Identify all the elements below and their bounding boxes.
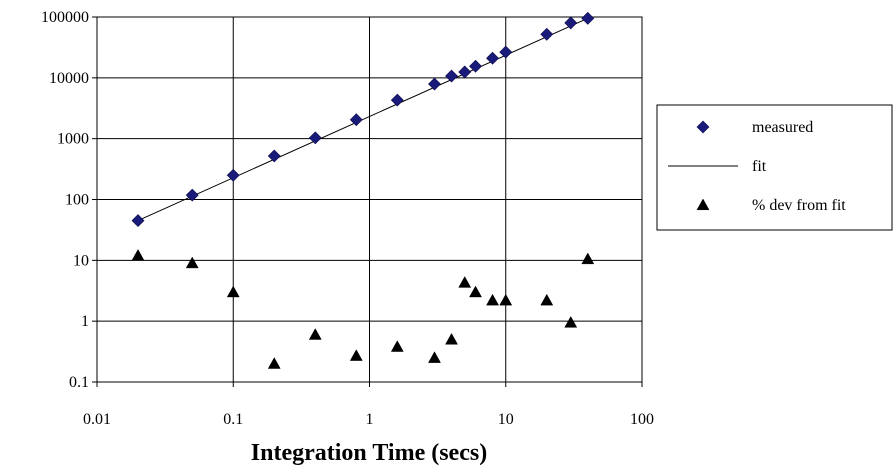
deviation-point: [499, 293, 513, 306]
deviation-point: [469, 285, 482, 298]
x-tick-label: 0.1: [223, 411, 243, 428]
measured-point: [499, 45, 513, 59]
y-tick-label: 10: [73, 252, 89, 269]
measured-point: [131, 214, 145, 228]
x-axis-title: Integration Time (secs): [251, 440, 487, 466]
deviation-point: [458, 276, 472, 288]
measured-point: [185, 188, 199, 202]
legend-marker-measured: [696, 120, 710, 134]
measured-point: [458, 65, 472, 79]
fit-line: [137, 17, 588, 222]
y-tick-label: 100000: [41, 9, 89, 26]
measured-point: [581, 11, 595, 25]
measured-point: [267, 149, 281, 163]
legend-entries: measured fit % dev from fit: [668, 119, 846, 214]
deviation-point: [185, 256, 199, 269]
plot-border: [96, 16, 643, 383]
x-tick-labels: 0.01 0.1 1 10 100: [83, 411, 654, 428]
series: [131, 11, 595, 369]
legend-label: fit: [752, 158, 767, 175]
legend: measured fit % dev from fit: [656, 104, 893, 231]
legend-box: [656, 104, 893, 231]
measured-point: [564, 16, 578, 30]
measured-point: [486, 51, 499, 65]
deviation-point: [267, 357, 281, 369]
measured-point: [308, 131, 322, 145]
measured-point: [469, 59, 482, 73]
measured-point: [349, 113, 363, 127]
deviation-point: [390, 340, 404, 352]
legend-marker-deviation: [696, 198, 710, 211]
measured-point: [390, 93, 404, 107]
measured-point: [226, 168, 240, 182]
legend-label: % dev from fit: [752, 197, 846, 214]
deviation-point: [308, 328, 322, 340]
legend-label: measured: [752, 119, 813, 136]
measured-point: [540, 27, 554, 41]
deviation-point: [428, 351, 441, 363]
y-tick-label: 100: [65, 192, 89, 209]
deviation-point: [349, 349, 363, 361]
x-tick-label: 1: [366, 411, 374, 428]
deviation-point: [131, 249, 145, 261]
deviation-point: [540, 293, 554, 306]
y-tick-labels: 0.1 1 10 100 1000 10000 100000: [41, 9, 89, 391]
y-tick-label: 10000: [49, 70, 89, 87]
y-tick-label: 0.1: [69, 374, 89, 391]
deviation-point: [486, 293, 499, 306]
x-tick-label: 0.01: [83, 411, 111, 428]
y-tick-label: 1000: [57, 131, 89, 148]
deviation-point: [564, 316, 578, 328]
measured-point: [428, 77, 441, 91]
x-tick-label: 10: [498, 411, 514, 428]
deviation-point: [581, 252, 595, 265]
deviation-point: [226, 285, 240, 298]
y-tick-label: 1: [81, 313, 89, 330]
measured-point: [445, 69, 458, 83]
deviation-point: [445, 332, 458, 345]
x-tick-label: 100: [630, 411, 654, 428]
